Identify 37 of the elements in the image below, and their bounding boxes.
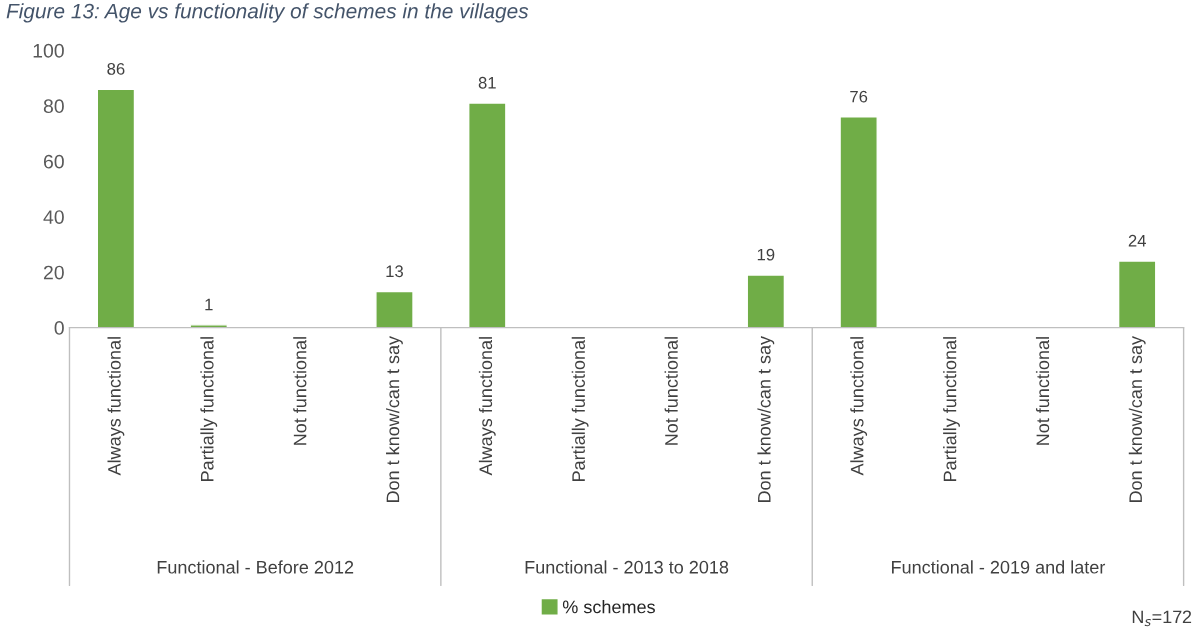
bar [375,290,414,328]
data-label: 1 [205,298,213,311]
chart-title: Figure 13: Age vs functionality of schemes in the villages [6,3,529,23]
data-label: 86 [107,63,125,75]
y-tick-label: 40 [43,210,64,224]
x-tick-label: Partially functional [200,337,218,481]
legend-label: % schemes [562,600,655,614]
x-tick-label: Not functional [293,337,307,445]
x-tick-label: Not functional [664,337,678,445]
x-tick-label: Always functional [478,337,496,476]
data-label: 76 [850,90,868,103]
data-label: 81 [478,76,496,89]
data-label: 19 [757,248,775,261]
x-tick-label: Always functional [850,337,868,476]
bar [96,88,136,328]
bar [839,116,878,328]
text: Functional - Before 2012 [157,560,354,574]
text: Functional - 2019 and later [892,560,1106,574]
x-tick-label: Not functional [1035,337,1050,445]
y-tick-label: 80 [43,99,64,114]
x-tick-label: Don t know/can t say [1128,335,1146,503]
x-tick-label: Partially functional [943,337,960,481]
bar [746,274,786,328]
x-tick-label: Don t know/can t say [757,335,775,503]
data-label: 13 [386,265,403,278]
bar [1117,260,1157,328]
y-tick-label: 60 [43,154,64,169]
y-tick-label: 20 [43,265,64,280]
x-tick-label: Always functional [107,337,125,476]
y-tick-label: 100 [33,43,64,58]
x-tick-label: Partially functional [571,337,589,481]
y-tick-label: 0 [54,321,64,335]
data-label: 24 [1128,234,1146,247]
text: N$_{s}$=172 [1132,610,1192,627]
x-tick-label: Don t know/can t say [386,335,403,503]
bar [468,102,507,328]
text: Functional - 2013 to 2018 [525,560,729,574]
